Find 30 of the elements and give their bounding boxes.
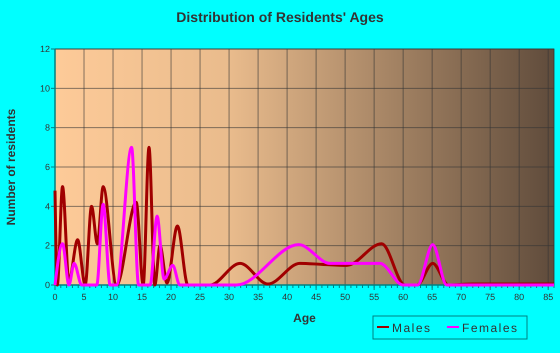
x-tick-label: 65 bbox=[427, 292, 438, 302]
y-tick-label: 6 bbox=[44, 162, 50, 172]
x-tick-label: 70 bbox=[456, 292, 466, 302]
x-tick-label: 30 bbox=[224, 292, 234, 302]
x-tick-label: 75 bbox=[485, 292, 496, 302]
x-tick-label: 45 bbox=[311, 292, 322, 302]
x-tick-label: 55 bbox=[369, 292, 380, 302]
y-tick-label: 12 bbox=[40, 44, 50, 54]
y-tick-label: 2 bbox=[44, 240, 50, 251]
legend-label: Females bbox=[462, 321, 519, 335]
x-tick-label: 10 bbox=[108, 292, 118, 302]
x-tick-label: 60 bbox=[398, 292, 408, 302]
x-tick-label: 25 bbox=[195, 292, 206, 302]
x-tick-label: 15 bbox=[137, 292, 148, 302]
x-tick-label: 35 bbox=[253, 292, 264, 302]
y-tick-label: 4 bbox=[44, 201, 50, 212]
x-tick-label: 5 bbox=[82, 292, 87, 302]
y-axis-title: Number of residents bbox=[4, 108, 18, 226]
y-tick-label: 10 bbox=[40, 83, 50, 94]
chart-title: Distribution of Residents' Ages bbox=[176, 9, 384, 25]
legend-label: Males bbox=[392, 321, 432, 335]
y-tick-label: 8 bbox=[44, 122, 50, 133]
x-tick-label: 50 bbox=[340, 292, 350, 302]
x-tick-label: 85 bbox=[543, 292, 554, 302]
y-tick-label: 0 bbox=[44, 280, 50, 290]
x-axis-title: Age bbox=[293, 311, 316, 325]
x-tick-label: 40 bbox=[282, 292, 292, 302]
x-tick-label: 80 bbox=[514, 292, 524, 302]
x-tick-label: 0 bbox=[52, 292, 58, 302]
x-tick-label: 20 bbox=[166, 292, 176, 302]
